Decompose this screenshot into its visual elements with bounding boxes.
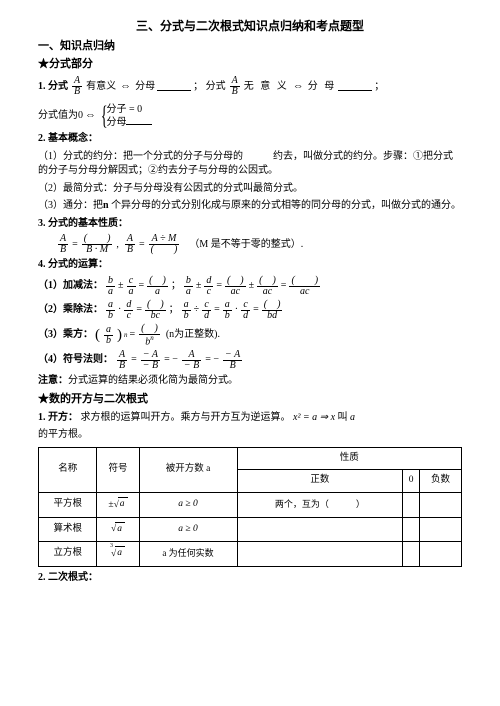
frac: ab xyxy=(106,300,115,321)
frac-a-over-b-2: AB xyxy=(230,76,240,97)
cell-blank[interactable] xyxy=(403,542,420,567)
blank-field[interactable] xyxy=(338,82,372,91)
op-1-addsub: （1）加减法： ba± ca= ( )a ； ba± dc= ( )ac± ( … xyxy=(38,276,462,297)
cell-blank[interactable] xyxy=(237,542,403,567)
op-3-power: （3）乘方： ( ab )n = ( )bn (n为正整数). xyxy=(38,324,462,347)
frac: cd xyxy=(241,300,250,321)
frac: ba xyxy=(184,276,193,297)
frac: ab xyxy=(223,300,232,321)
th-name: 名称 xyxy=(39,447,97,493)
th-negative: 负数 xyxy=(420,470,462,493)
th-zero: 0 xyxy=(403,470,420,493)
cell-blank[interactable] xyxy=(420,542,462,567)
frac-a-over-b-1: AB xyxy=(72,76,82,97)
brace-content: 分子 = 0 分母 xyxy=(106,103,152,129)
cell-sqroot-pos: 两个，互为（ ） xyxy=(237,493,403,518)
text: (n为正整数). xyxy=(166,328,220,343)
concept-1: （1）分式的约分：把一个分式的分子与分母的 约去，叫做分式的约分。步骤：①把分式… xyxy=(38,150,462,179)
frac: AB xyxy=(125,234,135,255)
text: 无 意 义 xyxy=(244,80,289,95)
roots-table: 名称 符号 被开方数 a 性质 正数 0 负数 平方根 ±a a ≥ 0 两个，… xyxy=(38,447,462,567)
text: （M 是不等于零的整式）. xyxy=(189,238,303,253)
cell-blank[interactable] xyxy=(237,517,403,542)
frac: ba xyxy=(106,276,115,297)
iff-icon xyxy=(83,108,98,124)
frac: AB xyxy=(58,234,68,255)
property-eq: AB = ( )B · M , AB = A ÷ M( ) （M 是不等于零的整… xyxy=(56,234,462,255)
frac: ( )ac xyxy=(225,276,246,297)
cell-sqroot-name: 平方根 xyxy=(39,493,97,518)
brace-icon: { xyxy=(101,103,108,129)
frac: dc xyxy=(204,276,213,297)
frac: ca xyxy=(127,276,136,297)
blank-field[interactable] xyxy=(157,82,191,91)
frac: − A− B xyxy=(141,350,160,371)
frac: AB xyxy=(117,350,127,371)
text: 分 母 xyxy=(308,80,337,95)
frac: A− B xyxy=(182,350,201,371)
frac: cd xyxy=(202,300,211,321)
property-heading: 3. 分式的基本性质： xyxy=(38,217,462,232)
text: 分母 xyxy=(135,80,155,95)
frac: ab xyxy=(182,300,191,321)
frac: dc xyxy=(124,300,133,321)
cell-cube-name: 立方根 xyxy=(39,542,97,567)
text: ； 分式 xyxy=(193,80,226,95)
cell-cube-cond: a 为任何实数 xyxy=(139,542,237,567)
frac: − AB xyxy=(223,350,242,371)
frac: ( )a xyxy=(147,276,168,297)
section-1-heading: 一、知识点归纳 xyxy=(38,39,462,55)
frac: ( )bd xyxy=(262,300,283,321)
concepts-heading: 2. 基本概念： xyxy=(38,132,462,147)
th-properties: 性质 xyxy=(237,447,461,470)
cell-blank[interactable] xyxy=(420,493,462,518)
doc-title: 三、分式与二次根式知识点归纳和考点题型 xyxy=(38,18,462,35)
note: 注意：注意：分式运算的结果必须化简为最简分式。分式运算的结果必须化简为最简分式。 xyxy=(38,374,462,389)
text: 分式值为0 xyxy=(38,109,83,124)
star-fraction-part: ★分式部分 xyxy=(38,57,462,73)
frac: ab xyxy=(104,325,113,346)
frac: ( )bn xyxy=(139,324,160,347)
cbrt-icon: 3a xyxy=(111,546,125,561)
frac: ( )ac xyxy=(257,276,278,297)
th-positive: 正数 xyxy=(237,470,403,493)
cell-sqroot-cond: a ≥ 0 xyxy=(139,493,237,518)
ops-heading: 4. 分式的运算： xyxy=(38,258,462,273)
item-1-line1: 1. 分式 AB 有意义 分母 ； 分式 AB 无 意 义 分 母 ； xyxy=(38,76,462,97)
iff-icon xyxy=(291,79,306,95)
frac: ( )bc xyxy=(145,300,166,321)
cell-blank[interactable] xyxy=(420,517,462,542)
concept-3: （3）通分：把n 个异分母的分式分别化成与原来的分式相等的同分母的分式，叫做分式… xyxy=(38,199,462,214)
cell-blank[interactable] xyxy=(403,493,420,518)
th-symbol: 符号 xyxy=(97,447,139,493)
blank-field[interactable] xyxy=(126,116,152,125)
iff-icon xyxy=(118,79,133,95)
th-radicand: 被开方数 a xyxy=(139,447,237,493)
frac: A ÷ M( ) xyxy=(149,234,180,255)
text: ； xyxy=(374,80,384,95)
frac: ( )B · M xyxy=(82,234,113,255)
item-1-line2: 分式值为0 { 分子 = 0 分母 xyxy=(38,103,462,129)
sqrt-icon: a xyxy=(111,522,125,537)
cell-blank[interactable] xyxy=(403,517,420,542)
cell-arith-sym: a xyxy=(97,517,139,542)
open-line-2: 的平方根。 xyxy=(38,428,462,443)
cell-cube-sym: 3a xyxy=(97,542,139,567)
cell-arith-name: 算术根 xyxy=(39,517,97,542)
open-line: 1. 开方： 求方根的运算叫开方。乘方与开方互为逆运算。 x² = a ⇒ x … xyxy=(38,411,462,426)
formula: x² = a ⇒ x xyxy=(293,412,335,423)
op-4-sign: （4）符号法则： AB= − A− B= − A− B= − − AB xyxy=(38,350,462,371)
op-2-muldiv: （2）乘除法： ab· dc= ( )bc ； ab÷ cd= ab· cd= … xyxy=(38,300,462,321)
text: 1. 分式 xyxy=(38,80,68,95)
section-2-root: 2. 二次根式： xyxy=(38,571,462,586)
sqrt-icon: a xyxy=(114,497,128,512)
cell-arith-cond: a ≥ 0 xyxy=(139,517,237,542)
cell-sqroot-sym: ±a xyxy=(97,493,139,518)
frac: ( )ac xyxy=(289,276,320,297)
concept-2: （2）最简分式：分子与分母没有公因式的分式叫最简分式。 xyxy=(38,182,462,197)
text: 有意义 xyxy=(86,80,116,95)
star-root-part: ★数的开方与二次根式 xyxy=(38,392,462,408)
